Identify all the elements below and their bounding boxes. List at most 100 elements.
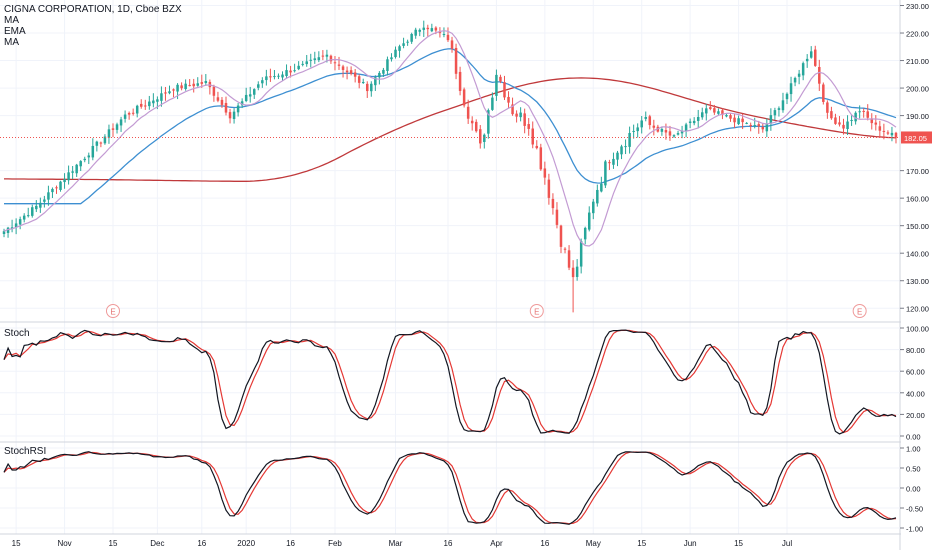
candle-body xyxy=(527,124,530,129)
candle-body xyxy=(115,124,119,130)
candle-body xyxy=(709,107,712,109)
candle-body xyxy=(470,120,474,124)
candle-body xyxy=(196,83,199,86)
candle-body xyxy=(571,267,575,278)
candle-body xyxy=(204,80,208,83)
stoch-label[interactable]: Stoch xyxy=(4,328,30,339)
candle-body xyxy=(765,123,769,132)
candle-body xyxy=(361,82,365,84)
candle-body xyxy=(285,70,288,77)
candle-body xyxy=(63,179,66,183)
indicator-ema[interactable]: EMA xyxy=(4,26,26,37)
candle-body xyxy=(164,92,167,94)
candle-body xyxy=(434,27,438,31)
candle-body xyxy=(228,112,232,119)
candle-body xyxy=(366,83,369,92)
indicator-ma-slow[interactable]: MA xyxy=(4,37,19,48)
candle-body xyxy=(535,145,539,149)
candle-body xyxy=(781,100,785,111)
candle-body xyxy=(878,126,882,131)
candle-body xyxy=(559,225,563,247)
candle-body xyxy=(862,110,865,112)
candle-body xyxy=(487,110,490,134)
candle-body xyxy=(503,82,506,98)
candle-body xyxy=(628,132,631,147)
osc-d-line xyxy=(3,329,897,434)
candle-body xyxy=(858,111,861,113)
osc-tick-label: 40.00 xyxy=(906,389,925,398)
earnings-label: E xyxy=(857,308,862,317)
candle-body xyxy=(600,183,603,192)
time-label: Feb xyxy=(328,539,342,548)
candle-body xyxy=(454,47,458,74)
candle-body xyxy=(555,209,559,225)
candle-body xyxy=(269,76,272,78)
time-label: May xyxy=(586,539,601,548)
stochrsi-label[interactable]: StochRSI xyxy=(4,446,47,457)
candle-body xyxy=(277,75,280,77)
candle-body xyxy=(519,112,522,118)
time-axis[interactable]: 15 Nov 15 Dec 16 2020 16 Feb Mar 16 Apr 16 May 15 Jun 1… xyxy=(12,539,793,548)
candle-body xyxy=(483,134,486,142)
candle-body xyxy=(814,49,817,66)
candle-body xyxy=(281,74,284,78)
candle-body xyxy=(579,241,583,267)
price-tick-label: 220.00 xyxy=(906,30,929,39)
candle-body xyxy=(35,205,38,210)
candle-body xyxy=(797,73,801,77)
candle-body xyxy=(596,189,599,204)
candle-body xyxy=(551,198,555,209)
candle-body xyxy=(696,116,700,121)
candle-body xyxy=(83,158,86,161)
candle-body xyxy=(59,181,62,190)
time-label: 15 xyxy=(734,539,743,548)
candle-body xyxy=(148,101,151,107)
stochrsi-panel: 1.00 0.50 0.00 -0.50 -1.00 xyxy=(0,445,923,534)
candle-body xyxy=(329,55,333,62)
ma-slow-line xyxy=(4,77,897,182)
candle-body xyxy=(567,250,571,268)
candle-body xyxy=(793,77,797,83)
candle-body xyxy=(870,118,874,124)
candle-body xyxy=(882,130,886,132)
earnings-circle xyxy=(105,304,120,318)
candle-body xyxy=(244,94,248,102)
ma-fast-line xyxy=(3,30,897,247)
candle-body xyxy=(575,266,579,277)
candle-body xyxy=(103,136,107,144)
candle-body xyxy=(176,84,179,92)
candle-body xyxy=(809,51,813,58)
last-price-tag xyxy=(901,131,932,144)
candle-body xyxy=(305,61,308,65)
candle-body xyxy=(418,29,421,32)
candle-body xyxy=(741,118,744,123)
candle-body xyxy=(531,128,534,145)
symbol-title: CIGNA CORPORATION, 1D, Cboe BZX xyxy=(4,4,182,15)
time-label: 16 xyxy=(540,539,549,548)
candle-body xyxy=(854,112,857,122)
ma-mid-line xyxy=(4,48,897,205)
candle-body xyxy=(717,111,720,114)
candle-body xyxy=(838,122,841,125)
earnings-marker: E xyxy=(852,304,867,318)
candle-body xyxy=(426,27,430,30)
candle-body xyxy=(757,124,761,127)
candle-body xyxy=(253,89,256,95)
time-label: Apr xyxy=(490,539,503,548)
osc-k-line xyxy=(3,451,897,525)
indicator-ma-fast[interactable]: MA xyxy=(4,15,19,26)
time-label: 15 xyxy=(637,539,646,548)
candle-body xyxy=(220,99,224,105)
candle-body xyxy=(608,162,611,164)
candle-body xyxy=(479,129,482,144)
candle-body xyxy=(216,97,220,101)
time-label: Jul xyxy=(782,539,792,548)
candle-body xyxy=(382,69,385,74)
candle-body xyxy=(317,57,321,61)
candle-body xyxy=(156,99,159,102)
time-label: Jun xyxy=(684,539,697,548)
candle-body xyxy=(684,124,688,132)
candle-body xyxy=(248,94,252,97)
